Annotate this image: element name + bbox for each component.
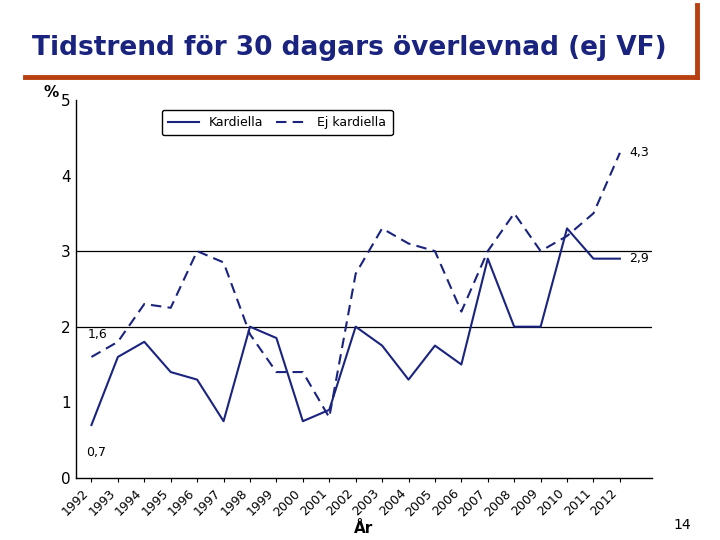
- Text: 14: 14: [674, 518, 691, 532]
- Text: 4,3: 4,3: [629, 146, 649, 159]
- Text: 2,9: 2,9: [629, 252, 649, 265]
- Text: %: %: [44, 85, 59, 100]
- X-axis label: År: År: [354, 522, 373, 536]
- Text: Tidstrend för 30 dagars överlevnad (ej VF): Tidstrend för 30 dagars överlevnad (ej V…: [32, 35, 667, 61]
- Text: 1,6: 1,6: [88, 328, 107, 341]
- Text: 0,7: 0,7: [86, 446, 106, 459]
- Legend: Kardiella, Ej kardiella: Kardiella, Ej kardiella: [162, 110, 392, 136]
